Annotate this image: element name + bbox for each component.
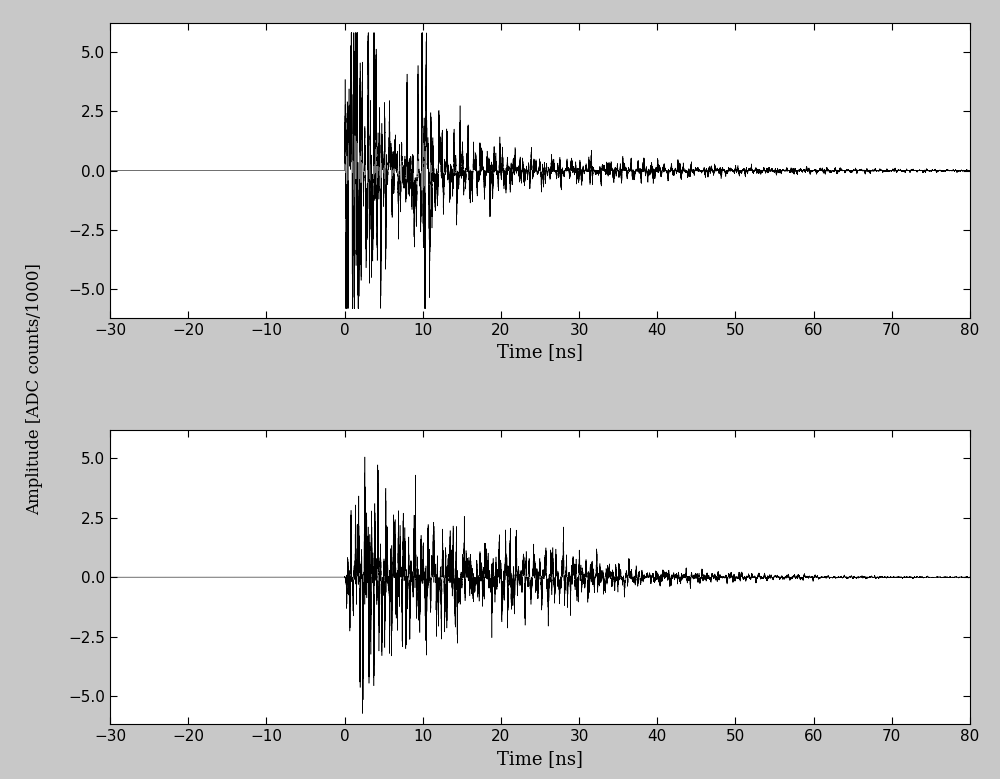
Text: Amplitude [ADC counts/1000]: Amplitude [ADC counts/1000]: [26, 263, 44, 516]
X-axis label: Time [ns]: Time [ns]: [497, 344, 583, 361]
X-axis label: Time [ns]: Time [ns]: [497, 750, 583, 768]
